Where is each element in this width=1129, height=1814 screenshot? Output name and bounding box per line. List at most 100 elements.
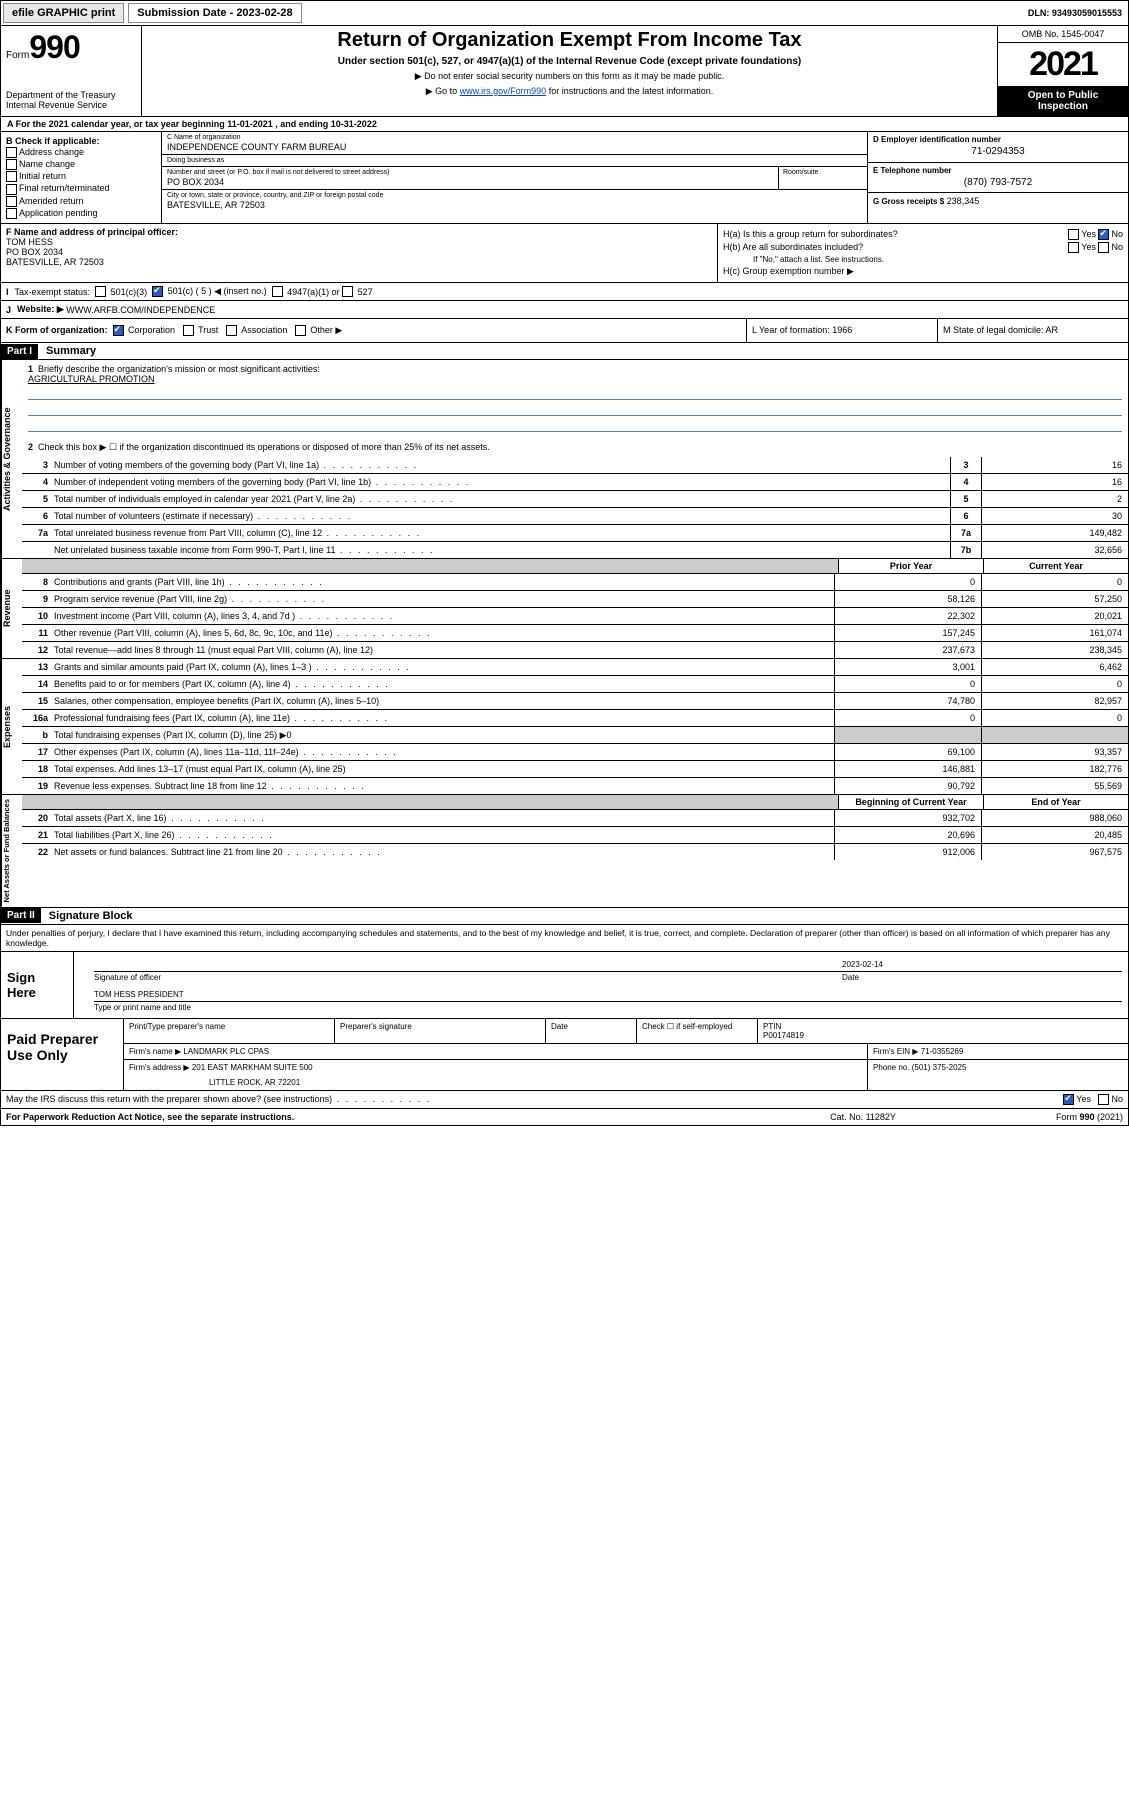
sig-officer-label: Signature of officer [94, 973, 842, 982]
firm-phone-label: Phone no. [873, 1063, 909, 1072]
net-assets-col-headers: Beginning of Current Year End of Year [22, 795, 1128, 810]
preparer-sig-header: Preparer's signature [335, 1019, 546, 1043]
part-i-title: Summary [38, 343, 104, 359]
subtitle-1: Under section 501(c), 527, or 4947(a)(1)… [148, 56, 991, 67]
checkbox-other[interactable] [295, 325, 306, 336]
firm-addr2: LITTLE ROCK, AR 72201 [129, 1078, 862, 1087]
discuss-question: May the IRS discuss this return with the… [6, 1094, 431, 1104]
signature-block: Under penalties of perjury, I declare th… [0, 925, 1129, 1091]
firm-phone: (501) 375-2025 [912, 1063, 967, 1072]
section-c: C Name of organization INDEPENDENCE COUN… [162, 132, 867, 223]
line-21: 21Total liabilities (Part X, line 26) 20… [22, 827, 1128, 844]
block-bcd: B Check if applicable: Address change Na… [0, 132, 1129, 224]
ha-label: H(a) Is this a group return for subordin… [723, 229, 898, 239]
submission-date-button[interactable]: Submission Date - 2023-02-28 [128, 3, 301, 23]
checkbox-501c[interactable] [152, 286, 163, 297]
line-15: 15Salaries, other compensation, employee… [22, 693, 1128, 710]
org-name: INDEPENDENCE COUNTY FARM BUREAU [167, 142, 862, 152]
checkbox-hb-no[interactable] [1098, 242, 1109, 253]
end-year-header: End of Year [983, 795, 1128, 809]
checkbox-ha-yes[interactable] [1068, 229, 1079, 240]
expenses-section: Expenses 13Grants and similar amounts pa… [0, 659, 1129, 795]
street-address: PO BOX 2034 [167, 177, 773, 187]
line-8: 8Contributions and grants (Part VIII, li… [22, 574, 1128, 591]
block-fh: F Name and address of principal officer:… [0, 224, 1129, 283]
hb-note: If "No," attach a list. See instructions… [723, 255, 1123, 264]
penalty-statement: Under penalties of perjury, I declare th… [1, 925, 1128, 951]
line-12: 12Total revenue—add lines 8 through 11 (… [22, 642, 1128, 658]
checkbox-application-pending[interactable] [6, 208, 17, 219]
checkbox-527[interactable] [342, 286, 353, 297]
checkbox-ha-no[interactable] [1098, 229, 1109, 240]
checkbox-amended-return[interactable] [6, 196, 17, 207]
line-4: 4Number of independent voting members of… [22, 474, 1128, 491]
line-5: 5Total number of individuals employed in… [22, 491, 1128, 508]
side-label-expenses: Expenses [1, 659, 22, 794]
checkbox-hb-yes[interactable] [1068, 242, 1079, 253]
section-h: H(a) Is this a group return for subordin… [718, 224, 1128, 282]
line-22: 22Net assets or fund balances. Subtract … [22, 844, 1128, 860]
line-16b: bTotal fundraising expenses (Part IX, co… [22, 727, 1128, 744]
line-10: 10Investment income (Part VIII, column (… [22, 608, 1128, 625]
revenue-section: Revenue Prior Year Current Year 8Contrib… [0, 559, 1129, 659]
discuss-row: May the IRS discuss this return with the… [0, 1091, 1129, 1109]
line-19: 19Revenue less expenses. Subtract line 1… [22, 778, 1128, 794]
checkbox-association[interactable] [226, 325, 237, 336]
efile-button[interactable]: efile GRAPHIC print [3, 3, 124, 23]
revenue-col-headers: Prior Year Current Year [22, 559, 1128, 574]
checkbox-initial-return[interactable] [6, 171, 17, 182]
mission-text: AGRICULTURAL PROMOTION [28, 374, 1122, 384]
form-number: 990 [29, 29, 79, 65]
line-13: 13Grants and similar amounts paid (Part … [22, 659, 1128, 676]
subtitle-2: ▶ Do not enter social security numbers o… [148, 71, 991, 82]
subtitle-3: ▶ Go to www.irs.gov/Form990 for instruct… [148, 86, 991, 97]
section-b-label: B Check if applicable: [6, 136, 156, 146]
checkbox-discuss-yes[interactable] [1063, 1094, 1074, 1105]
tax-year: 2021 [998, 43, 1128, 86]
line-11: 11Other revenue (Part VIII, column (A), … [22, 625, 1128, 642]
cat-no: Cat. No. 11282Y [763, 1112, 963, 1122]
org-name-label: C Name of organization [167, 134, 862, 141]
gross-value: 238,345 [947, 196, 980, 206]
side-label-net-assets: Net Assets or Fund Balances [1, 795, 22, 907]
firm-ein-label: Firm's EIN ▶ [873, 1047, 918, 1056]
part-ii-title: Signature Block [41, 908, 141, 924]
row-i: I Tax-exempt status: 501(c)(3) 501(c) ( … [0, 283, 1129, 301]
checkbox-corporation[interactable] [113, 325, 124, 336]
sign-here-row: Sign Here 2023-02-14 Signature of office… [1, 951, 1128, 1018]
row-k: K Form of organization: Corporation Trus… [0, 319, 1129, 343]
city-value: BATESVILLE, AR 72503 [167, 200, 862, 210]
sign-date: 2023-02-14 [842, 960, 1122, 969]
year-formation: L Year of formation: 1966 [746, 319, 937, 342]
checkbox-address-change[interactable] [6, 147, 17, 158]
hc-label: H(c) Group exemption number ▶ [723, 266, 1123, 277]
ein-value: 71-0294353 [873, 146, 1123, 157]
line-7b: Net unrelated business taxable income fr… [22, 542, 1128, 558]
officer-name-title: TOM HESS PRESIDENT [94, 990, 1122, 999]
checkbox-trust[interactable] [183, 325, 194, 336]
checkbox-discuss-no[interactable] [1098, 1094, 1109, 1105]
line-9: 9Program service revenue (Part VIII, lin… [22, 591, 1128, 608]
paperwork-notice: For Paperwork Reduction Act Notice, see … [6, 1112, 763, 1122]
irs-link[interactable]: www.irs.gov/Form990 [460, 86, 547, 96]
current-year-header: Current Year [983, 559, 1128, 573]
website-value: WWW.ARFB.COM/INDEPENDENCE [66, 305, 215, 315]
firm-name: LANDMARK PLC CPAS [183, 1047, 269, 1056]
paid-preparer-row: Paid Preparer Use Only Print/Type prepar… [1, 1018, 1128, 1090]
checkbox-name-change[interactable] [6, 159, 17, 170]
firm-addr1: 201 EAST MARKHAM SUITE 500 [192, 1063, 313, 1072]
form-header: Form990 Department of the Treasury Inter… [0, 26, 1129, 117]
gross-label: G Gross receipts $ [873, 197, 944, 206]
open-to-public: Open to Public Inspection [998, 86, 1128, 116]
line-14: 14Benefits paid to or for members (Part … [22, 676, 1128, 693]
row-j: J Website: ▶ WWW.ARFB.COM/INDEPENDENCE [0, 301, 1129, 319]
checkbox-4947[interactable] [272, 286, 283, 297]
line-16a: 16aProfessional fundraising fees (Part I… [22, 710, 1128, 727]
line-18: 18Total expenses. Add lines 13–17 (must … [22, 761, 1128, 778]
sign-here-label: Sign Here [1, 952, 74, 1018]
checkbox-501c3[interactable] [95, 286, 106, 297]
checkbox-final-return[interactable] [6, 184, 17, 195]
title-cell: Return of Organization Exempt From Incom… [142, 26, 997, 116]
footer-row: For Paperwork Reduction Act Notice, see … [0, 1109, 1129, 1126]
net-assets-section: Net Assets or Fund Balances Beginning of… [0, 795, 1129, 908]
